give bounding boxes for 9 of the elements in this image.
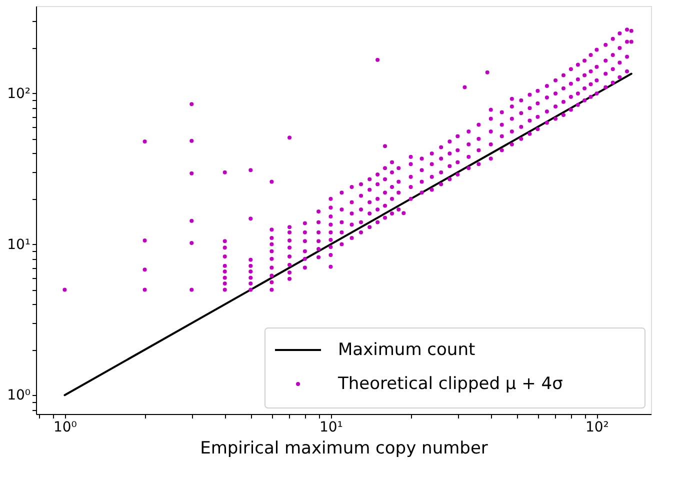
x-tick-label: 10⁰ xyxy=(53,420,78,436)
x-axis-title: Empirical maximum copy number xyxy=(200,438,488,458)
y-tick-label: 10⁰ xyxy=(7,388,31,404)
legend-label: Maximum count xyxy=(338,340,476,360)
legend-label: Theoretical clipped μ + 4σ xyxy=(337,374,564,394)
y-tick-label: 10² xyxy=(7,86,30,102)
y-tick-label: 10¹ xyxy=(7,236,30,253)
x-tick-label: 10² xyxy=(585,420,609,436)
x-tick-label: 10¹ xyxy=(319,420,343,436)
